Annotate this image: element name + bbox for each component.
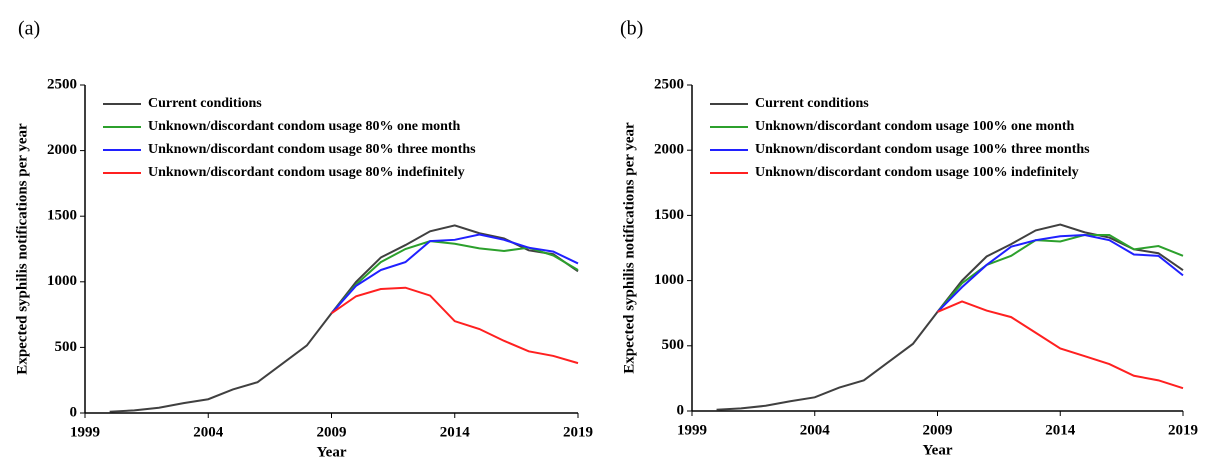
- legend-label: Unknown/discordant condom usage 80% thre…: [148, 142, 476, 157]
- series-line: [330, 240, 579, 314]
- x-tick-label: 2014: [1045, 422, 1076, 438]
- panel-label: (b): [620, 18, 643, 40]
- y-tick-label: 0: [677, 402, 685, 418]
- series-line: [330, 286, 579, 365]
- panel-label: (a): [18, 18, 40, 40]
- y-tick-label: 1500: [47, 208, 77, 224]
- y-tick-label: 500: [55, 339, 78, 355]
- y-axis-label: Expected syphilis notifications per year: [14, 123, 30, 375]
- legend-label: Current conditions: [755, 96, 869, 111]
- series-line: [936, 233, 1184, 313]
- y-axis-label: Expected syphilis notifications per year: [621, 122, 637, 374]
- series-line: [716, 223, 1184, 411]
- legend-label: Current conditions: [148, 96, 262, 111]
- y-tick-label: 0: [70, 404, 78, 420]
- y-tick-label: 1500: [654, 207, 684, 223]
- y-tick-label: 2000: [47, 142, 77, 158]
- x-axis-label: Year: [317, 444, 347, 460]
- y-tick-label: 500: [662, 337, 685, 353]
- series-line: [937, 300, 1184, 390]
- legend-label: Unknown/discordant condom usage 80% inde…: [148, 165, 465, 180]
- y-tick-label: 1000: [654, 272, 684, 288]
- legend-label: Unknown/discordant condom usage 80% one …: [148, 119, 461, 134]
- y-tick-label: 2000: [654, 142, 684, 158]
- x-tick-label: 1999: [677, 422, 707, 438]
- x-tick-label: 1999: [70, 424, 100, 440]
- y-tick-label: 2500: [654, 76, 684, 92]
- legend-label: Unknown/discordant condom usage 100% ind…: [755, 165, 1079, 180]
- y-tick-label: 1000: [47, 273, 77, 289]
- legend-label: Unknown/discordant condom usage 100% one…: [755, 119, 1075, 134]
- series-line: [109, 224, 579, 413]
- x-axis-label: Year: [923, 442, 953, 458]
- x-tick-label: 2004: [193, 424, 224, 440]
- x-tick-label: 2009: [317, 424, 347, 440]
- x-tick-label: 2019: [1168, 422, 1198, 438]
- series-line: [330, 233, 579, 314]
- x-tick-label: 2019: [563, 424, 593, 440]
- x-tick-label: 2004: [800, 422, 831, 438]
- y-tick-label: 2500: [47, 76, 77, 92]
- x-tick-label: 2014: [440, 424, 471, 440]
- x-tick-label: 2009: [923, 422, 953, 438]
- legend-label: Unknown/discordant condom usage 100% thr…: [755, 142, 1090, 157]
- series-line: [936, 233, 1184, 313]
